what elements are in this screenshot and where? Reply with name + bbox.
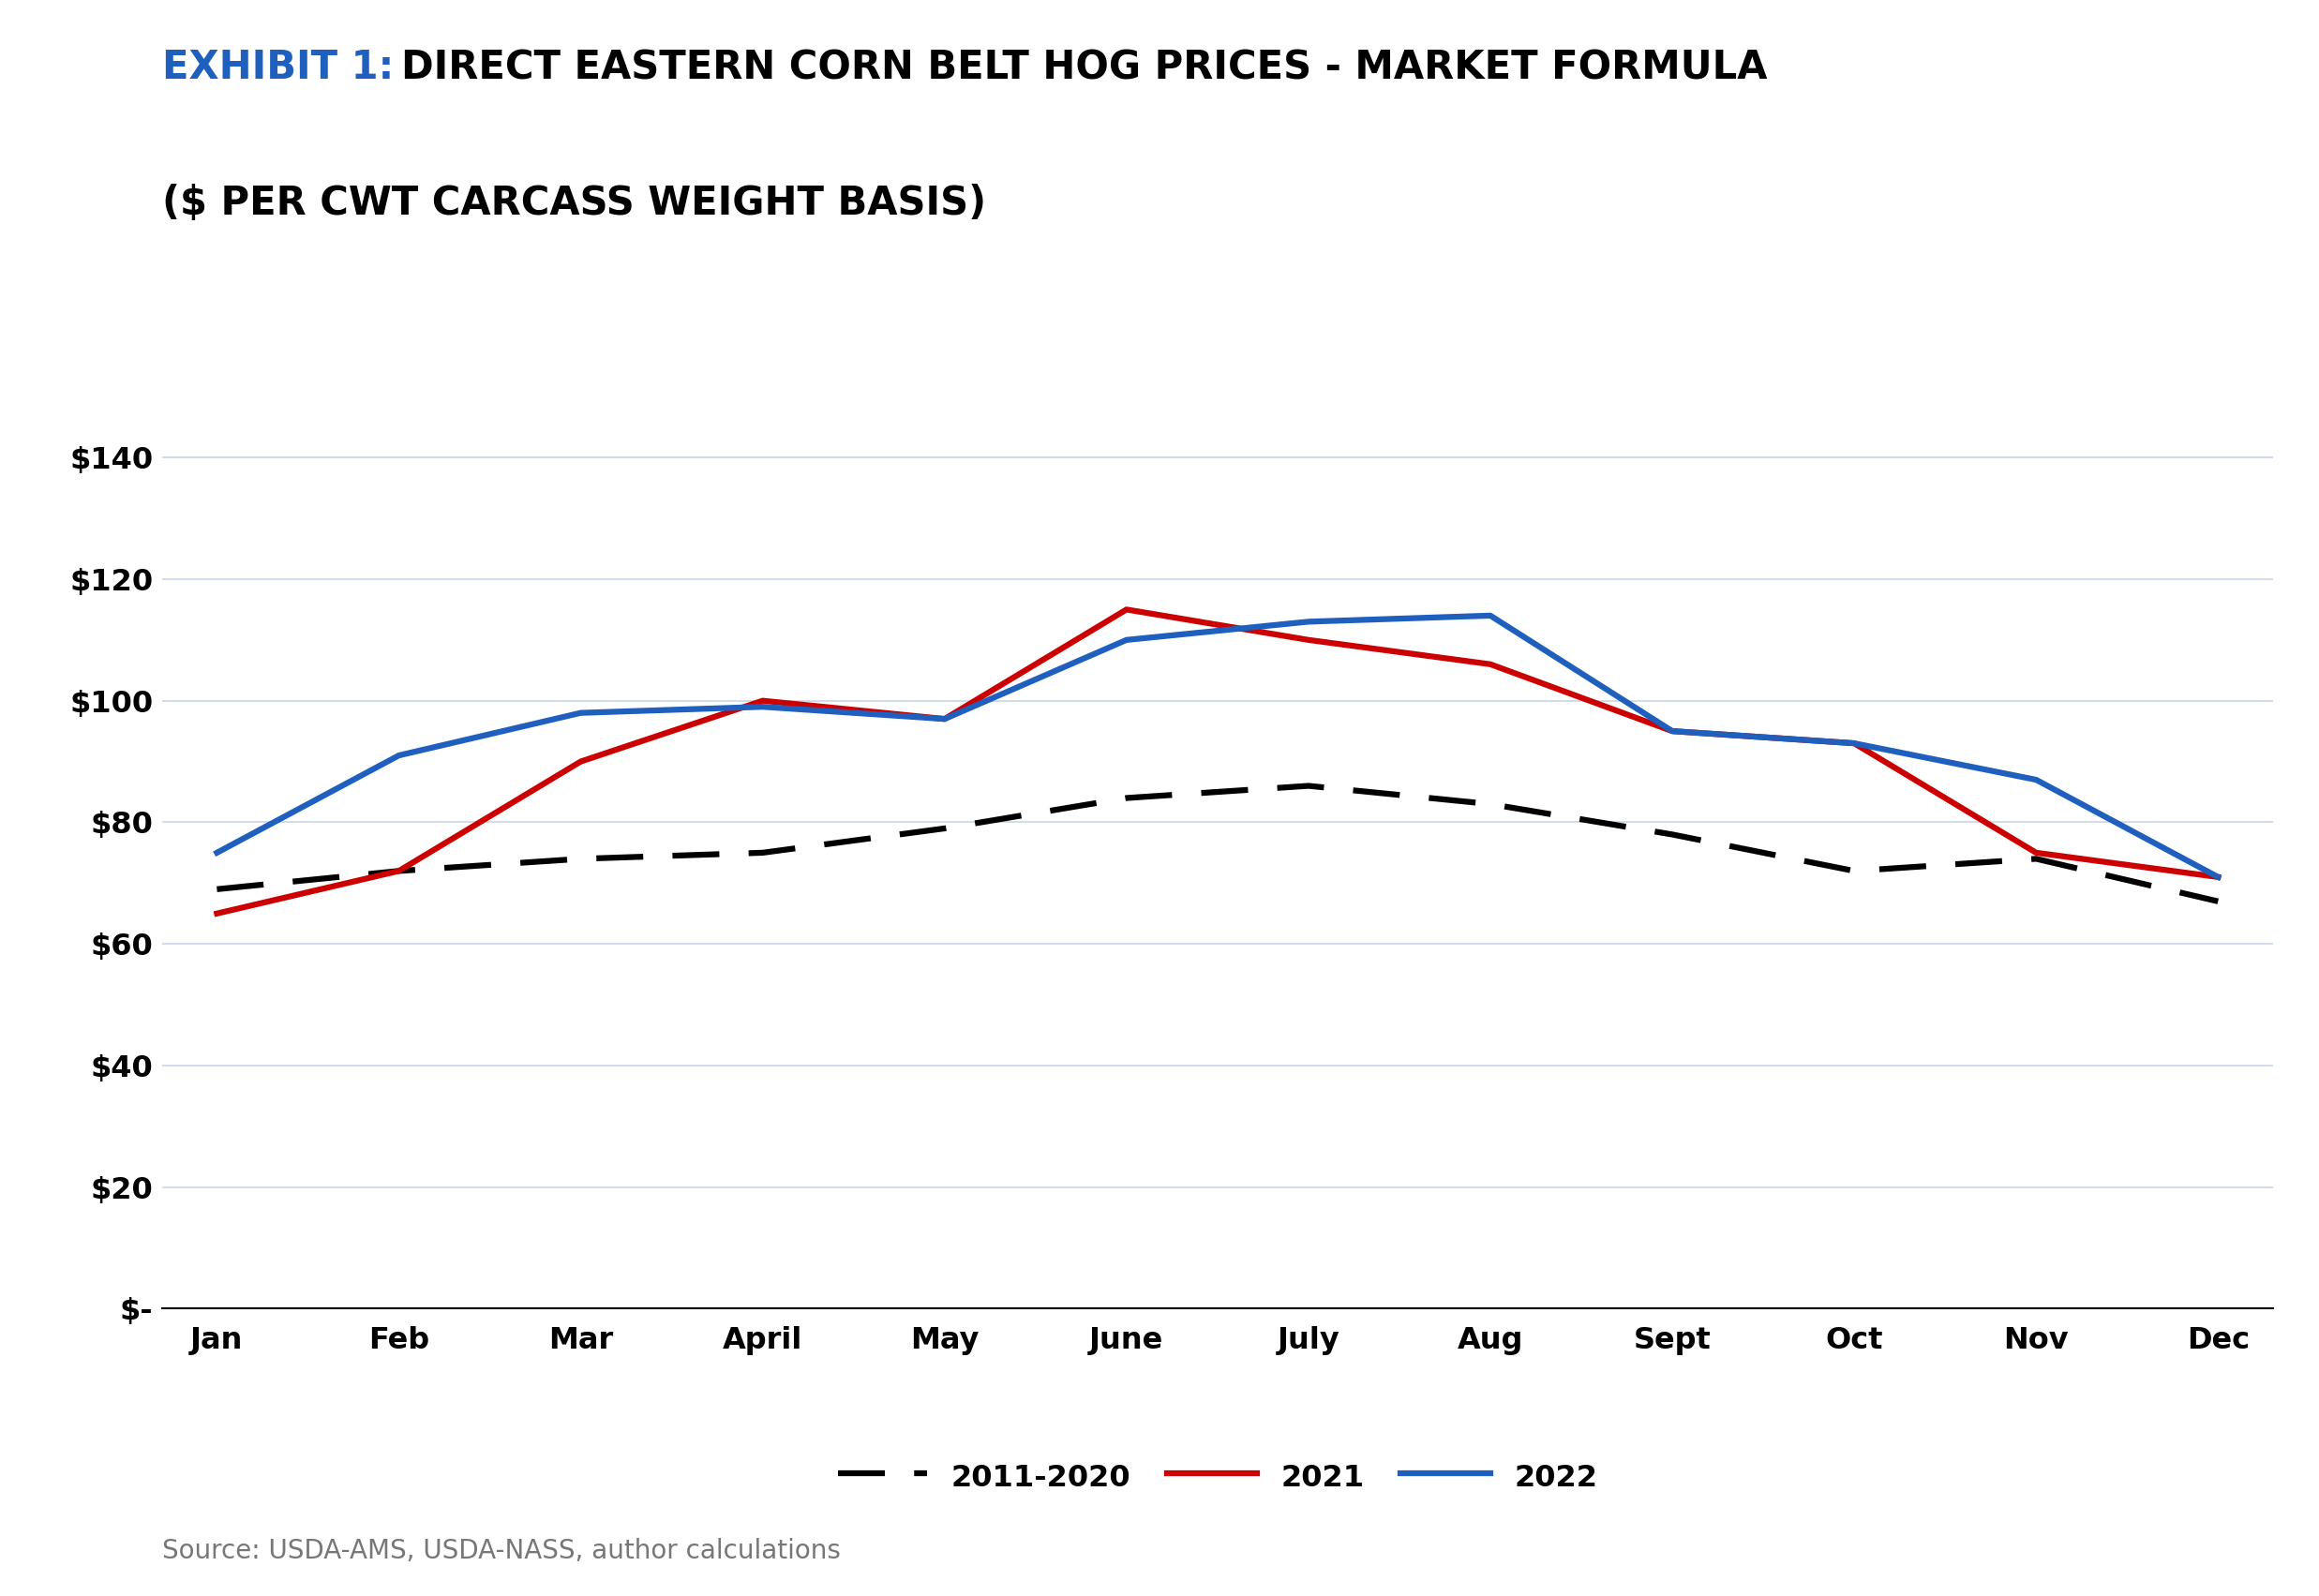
- Text: Source: USDA-AMS, USDA-NASS, author calculations: Source: USDA-AMS, USDA-NASS, author calc…: [162, 1539, 842, 1564]
- Text: ($ PER CWT CARCASS WEIGHT BASIS): ($ PER CWT CARCASS WEIGHT BASIS): [162, 184, 986, 223]
- Legend: 2011-2020, 2021, 2022: 2011-2020, 2021, 2022: [826, 1449, 1609, 1505]
- Text: DIRECT EASTERN CORN BELT HOG PRICES - MARKET FORMULA: DIRECT EASTERN CORN BELT HOG PRICES - MA…: [401, 48, 1767, 88]
- Text: EXHIBIT 1:: EXHIBIT 1:: [162, 48, 394, 88]
